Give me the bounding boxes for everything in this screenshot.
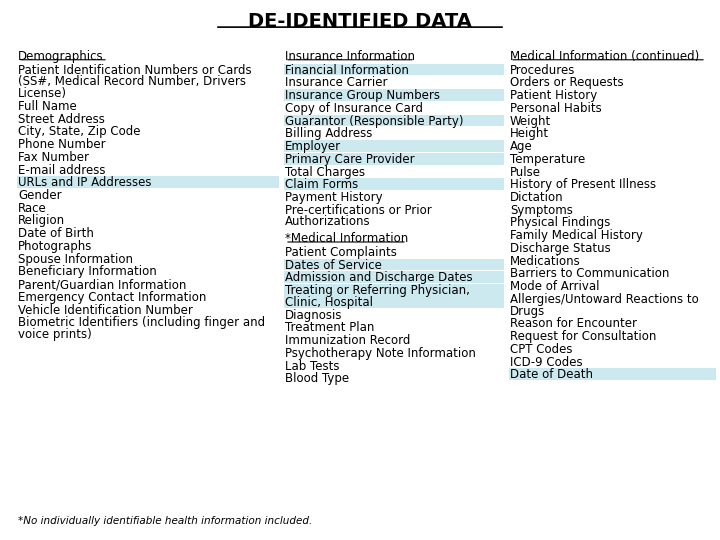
Text: Demographics: Demographics bbox=[18, 50, 104, 63]
FancyBboxPatch shape bbox=[509, 368, 716, 380]
Text: Pre-certifications or Prior: Pre-certifications or Prior bbox=[285, 204, 432, 217]
Text: Blood Type: Blood Type bbox=[285, 372, 349, 385]
Text: Biometric Identifiers (including finger and: Biometric Identifiers (including finger … bbox=[18, 316, 265, 329]
Text: City, State, Zip Code: City, State, Zip Code bbox=[18, 125, 140, 138]
Text: Photographs: Photographs bbox=[18, 240, 92, 253]
Text: Claim Forms: Claim Forms bbox=[285, 178, 359, 191]
Text: Vehicle Identification Number: Vehicle Identification Number bbox=[18, 303, 193, 316]
FancyBboxPatch shape bbox=[284, 284, 504, 308]
Text: Medical Information (continued): Medical Information (continued) bbox=[510, 50, 699, 63]
Text: Date of Death: Date of Death bbox=[510, 368, 593, 381]
Text: Date of Birth: Date of Birth bbox=[18, 227, 94, 240]
Text: Full Name: Full Name bbox=[18, 100, 77, 113]
Text: Mode of Arrival: Mode of Arrival bbox=[510, 280, 600, 293]
FancyBboxPatch shape bbox=[284, 140, 504, 152]
Text: Copy of Insurance Card: Copy of Insurance Card bbox=[285, 102, 423, 115]
Text: Discharge Status: Discharge Status bbox=[510, 242, 611, 255]
Text: URLs and IP Addresses: URLs and IP Addresses bbox=[18, 176, 151, 190]
Text: Procedures: Procedures bbox=[510, 64, 575, 77]
Text: Authorizations: Authorizations bbox=[285, 215, 371, 228]
FancyBboxPatch shape bbox=[284, 114, 504, 126]
Text: Symptoms: Symptoms bbox=[510, 204, 573, 217]
Text: *No individually identifiable health information included.: *No individually identifiable health inf… bbox=[18, 516, 312, 526]
FancyBboxPatch shape bbox=[284, 64, 504, 76]
Text: Lab Tests: Lab Tests bbox=[285, 360, 340, 373]
Text: Total Charges: Total Charges bbox=[285, 166, 365, 179]
Text: *Medical Information: *Medical Information bbox=[285, 232, 408, 245]
Text: Age: Age bbox=[510, 140, 533, 153]
Text: Primary Care Provider: Primary Care Provider bbox=[285, 153, 415, 166]
Text: ICD-9 Codes: ICD-9 Codes bbox=[510, 355, 582, 368]
Text: Employer: Employer bbox=[285, 140, 341, 153]
Text: (SS#, Medical Record Number, Drivers: (SS#, Medical Record Number, Drivers bbox=[18, 76, 246, 89]
Text: Diagnosis: Diagnosis bbox=[285, 308, 343, 322]
Text: Drugs: Drugs bbox=[510, 305, 545, 318]
Text: Guarantor (Responsible Party): Guarantor (Responsible Party) bbox=[285, 114, 464, 127]
Text: Psychotherapy Note Information: Psychotherapy Note Information bbox=[285, 347, 476, 360]
Text: Phone Number: Phone Number bbox=[18, 138, 106, 151]
FancyBboxPatch shape bbox=[284, 259, 504, 271]
Text: Admission and Discharge Dates: Admission and Discharge Dates bbox=[285, 272, 472, 285]
FancyBboxPatch shape bbox=[284, 153, 504, 165]
Text: Emergency Contact Information: Emergency Contact Information bbox=[18, 291, 207, 304]
Text: Street Address: Street Address bbox=[18, 113, 105, 126]
Text: History of Present Illness: History of Present Illness bbox=[510, 178, 656, 191]
Text: voice prints): voice prints) bbox=[18, 328, 91, 341]
FancyBboxPatch shape bbox=[284, 178, 504, 190]
Text: Dates of Service: Dates of Service bbox=[285, 259, 382, 272]
Text: Parent/Guardian Information: Parent/Guardian Information bbox=[18, 278, 186, 291]
Text: Reason for Encounter: Reason for Encounter bbox=[510, 318, 637, 330]
FancyBboxPatch shape bbox=[17, 176, 279, 188]
Text: Immunization Record: Immunization Record bbox=[285, 334, 410, 347]
Text: Spouse Information: Spouse Information bbox=[18, 253, 133, 266]
Text: Physical Findings: Physical Findings bbox=[510, 217, 611, 230]
Text: Billing Address: Billing Address bbox=[285, 127, 372, 140]
Text: Insurance Carrier: Insurance Carrier bbox=[285, 77, 387, 90]
Text: Clinic, Hospital: Clinic, Hospital bbox=[285, 296, 373, 309]
Text: Pulse: Pulse bbox=[510, 166, 541, 179]
Text: Medications: Medications bbox=[510, 255, 581, 268]
Text: Barriers to Communication: Barriers to Communication bbox=[510, 267, 670, 280]
Text: License): License) bbox=[18, 87, 67, 100]
Text: Family Medical History: Family Medical History bbox=[510, 229, 643, 242]
Text: CPT Codes: CPT Codes bbox=[510, 343, 572, 356]
Text: Insurance Information: Insurance Information bbox=[285, 50, 415, 63]
Text: Treatment Plan: Treatment Plan bbox=[285, 321, 374, 334]
Text: Financial Information: Financial Information bbox=[285, 64, 409, 77]
Text: Request for Consultation: Request for Consultation bbox=[510, 330, 657, 343]
Text: E-mail address: E-mail address bbox=[18, 164, 106, 177]
Text: Height: Height bbox=[510, 127, 549, 140]
Text: Payment History: Payment History bbox=[285, 191, 382, 204]
Text: Patient Identification Numbers or Cards: Patient Identification Numbers or Cards bbox=[18, 64, 251, 77]
Text: Patient History: Patient History bbox=[510, 89, 598, 102]
Text: Temperature: Temperature bbox=[510, 153, 585, 166]
Text: Beneficiary Information: Beneficiary Information bbox=[18, 266, 157, 279]
Text: Race: Race bbox=[18, 202, 47, 215]
Text: Religion: Religion bbox=[18, 214, 65, 227]
Text: Allergies/Untoward Reactions to: Allergies/Untoward Reactions to bbox=[510, 293, 698, 306]
Text: Weight: Weight bbox=[510, 114, 552, 127]
FancyBboxPatch shape bbox=[284, 272, 504, 283]
Text: Personal Habits: Personal Habits bbox=[510, 102, 602, 115]
Text: DE-IDENTIFIED DATA: DE-IDENTIFIED DATA bbox=[248, 12, 472, 31]
Text: Orders or Requests: Orders or Requests bbox=[510, 77, 624, 90]
Text: Insurance Group Numbers: Insurance Group Numbers bbox=[285, 89, 440, 102]
Text: Patient Complaints: Patient Complaints bbox=[285, 246, 397, 259]
Text: Fax Number: Fax Number bbox=[18, 151, 89, 164]
FancyBboxPatch shape bbox=[284, 89, 504, 101]
Text: Treating or Referring Physician,: Treating or Referring Physician, bbox=[285, 284, 470, 297]
Text: Gender: Gender bbox=[18, 189, 62, 202]
Text: Dictation: Dictation bbox=[510, 191, 564, 204]
